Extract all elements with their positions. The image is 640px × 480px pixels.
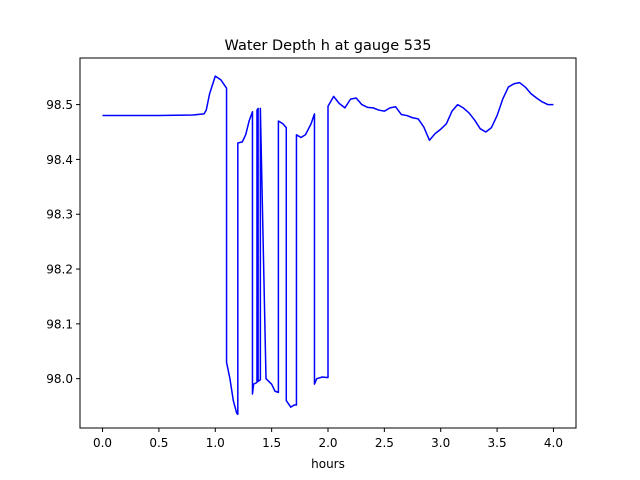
x-tick-label: 1.0 <box>206 436 225 450</box>
x-axis: 0.0 0.5 1.0 1.5 2.0 2.5 3.0 3.5 4.0 <box>93 428 563 450</box>
y-tick-label: 98.5 <box>46 98 73 112</box>
y-tick-label: 98.3 <box>46 208 73 222</box>
y-axis: 98.0 98.1 98.2 98.3 98.4 98.5 <box>46 98 80 386</box>
y-tick-label: 98.2 <box>46 263 73 277</box>
x-axis-label: hours <box>311 457 345 471</box>
x-tick-label: 0.0 <box>93 436 112 450</box>
y-tick-label: 98.0 <box>46 372 73 386</box>
x-tick-label: 3.0 <box>431 436 450 450</box>
series-line <box>102 75 554 416</box>
x-tick-label: 3.5 <box>488 436 507 450</box>
plot-area <box>102 75 554 416</box>
x-tick-label: 1.5 <box>262 436 281 450</box>
x-tick-label: 4.0 <box>544 436 563 450</box>
chart-title: Water Depth h at gauge 535 <box>225 38 432 54</box>
x-tick-label: 0.5 <box>149 436 168 450</box>
x-tick-label: 2.5 <box>375 436 394 450</box>
y-tick-label: 98.4 <box>46 153 73 167</box>
x-tick-label: 2.0 <box>318 436 337 450</box>
y-tick-label: 98.1 <box>46 317 73 331</box>
